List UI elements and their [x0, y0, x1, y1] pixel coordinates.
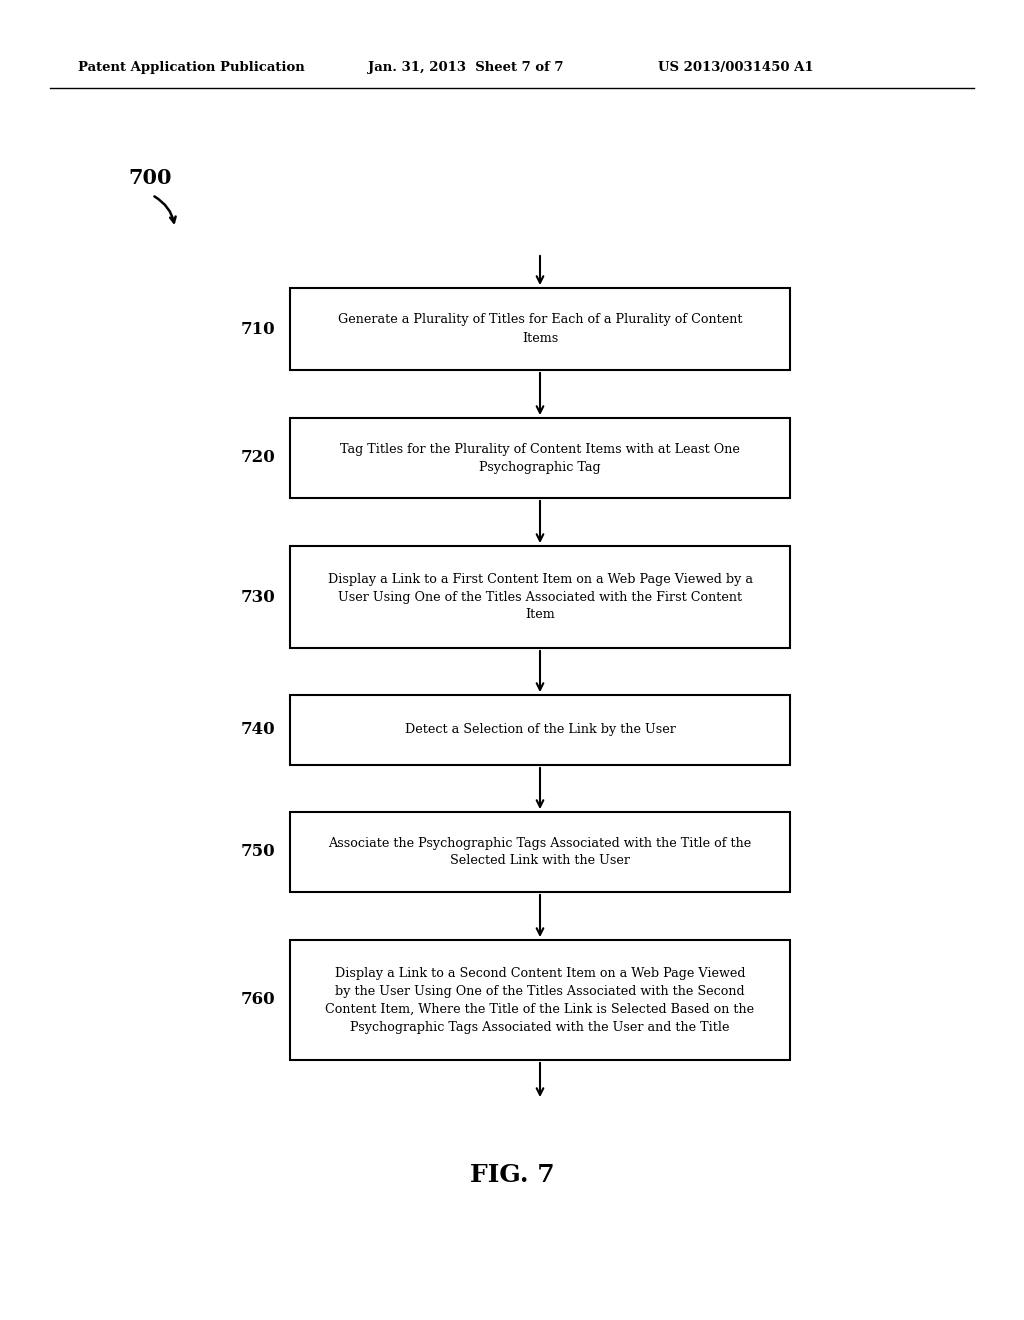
Text: 760: 760	[241, 991, 275, 1008]
Bar	[290, 696, 790, 766]
Text: 700: 700	[128, 168, 171, 187]
Bar	[290, 546, 790, 648]
Text: Associate the Psychographic Tags Associated with the Title of the
Selected Link : Associate the Psychographic Tags Associa…	[329, 837, 752, 867]
Text: Generate a Plurality of Titles for Each of a Plurality of Content
Items: Generate a Plurality of Titles for Each …	[338, 314, 742, 345]
Text: 710: 710	[241, 321, 275, 338]
Text: US 2013/0031450 A1: US 2013/0031450 A1	[658, 62, 814, 74]
Text: Tag Titles for the Plurality of Content Items with at Least One
Psychographic Ta: Tag Titles for the Plurality of Content …	[340, 442, 740, 474]
Bar	[290, 812, 790, 892]
Text: FIG. 7: FIG. 7	[470, 1163, 554, 1187]
Text: Display a Link to a First Content Item on a Web Page Viewed by a
User Using One : Display a Link to a First Content Item o…	[328, 573, 753, 622]
Text: 740: 740	[241, 722, 275, 738]
Text: 730: 730	[241, 589, 275, 606]
Bar	[290, 418, 790, 498]
Bar	[290, 288, 790, 370]
Text: Display a Link to a Second Content Item on a Web Page Viewed
by the User Using O: Display a Link to a Second Content Item …	[326, 966, 755, 1034]
Text: Patent Application Publication: Patent Application Publication	[78, 62, 305, 74]
Text: Jan. 31, 2013  Sheet 7 of 7: Jan. 31, 2013 Sheet 7 of 7	[368, 62, 563, 74]
Text: 750: 750	[241, 843, 275, 861]
Text: Detect a Selection of the Link by the User: Detect a Selection of the Link by the Us…	[404, 723, 676, 737]
Text: 720: 720	[241, 450, 275, 466]
Bar	[290, 940, 790, 1060]
